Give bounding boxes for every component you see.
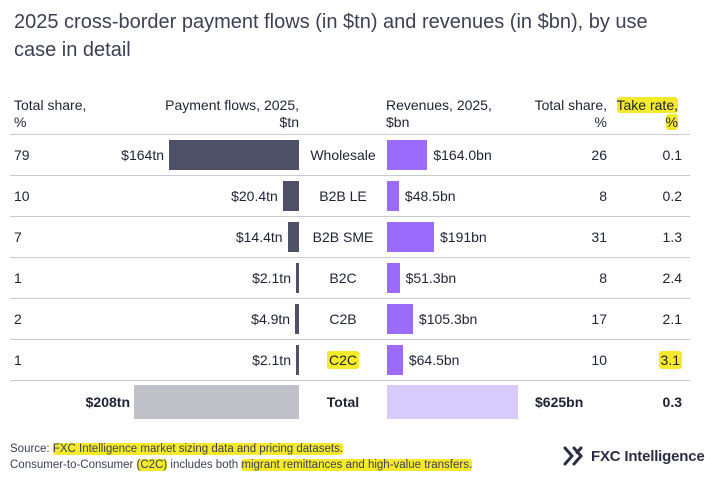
flow-share-value: 7 [14,228,22,245]
highlight-mark: 3.1 [658,350,682,369]
header-total-share-left: Total share, % [14,97,86,131]
row-divider [10,216,690,217]
revenue-bar [387,303,413,334]
row-divider [10,380,690,381]
header-total-share-right: Total share, % [520,97,607,131]
total-flow-label: $208tn [85,394,130,410]
source-text: FXC Intelligence market sizing data and … [52,443,344,455]
total-label: Total [326,394,360,410]
flow-bar [287,221,299,252]
header-payment-flows-unit: $tn [279,114,299,130]
revenue-share-value: 26 [591,146,607,163]
take-rate-value: 2.4 [662,269,682,286]
row-divider [10,339,690,340]
header-take-rate-label: Take rate, [616,97,678,113]
highlight-mark: C2C [326,350,359,369]
flow-share-value: 79 [14,146,30,163]
flow-value-label: $20.4tn [231,187,278,204]
flow-value-label: $164tn [121,146,164,163]
revenue-bar [387,180,399,211]
header-take-rate: Take rate, % [600,97,678,131]
flow-share-value: 10 [14,187,30,204]
flow-share-value: 1 [14,269,22,286]
header-revenues: Revenues, 2025, $bn [386,97,492,131]
flow-value-label: $2.1tn [252,351,291,368]
flow-bar [295,303,299,334]
revenue-share-value: 8 [599,269,607,286]
flow-value-label: $14.4tn [235,228,283,245]
header-total-share-left-unit: % [14,114,27,130]
revenue-share-value: 17 [591,310,607,327]
take-rate-value: 0.2 [662,187,682,204]
revenue-share-value: 8 [599,187,607,204]
revenue-value-label: $105.3bn [418,310,478,327]
note-highlight: migrant remittances and high-value trans… [241,459,473,471]
note-prefix: Consumer-to-Consumer [10,459,137,471]
note-c2c: (C2C) [136,459,168,471]
fxc-logo-icon [563,446,583,466]
header-payment-flows: Payment flows, 2025, $tn [120,97,299,131]
header-revenues-label: Revenues, 2025, [386,97,492,113]
row-divider [10,298,690,299]
take-rate-value: 3.1 [620,350,682,369]
header-total-share-right-unit: % [594,114,607,130]
total-flow-bar [134,385,299,419]
flow-bar [296,262,299,293]
row-divider [10,175,690,176]
category-label: B2B LE [319,187,367,204]
note-mid: includes both [167,459,242,471]
footer-note: Consumer-to-Consumer (C2C) includes both… [10,457,473,473]
category-label: B2B SME [312,228,374,245]
header-payment-flows-label: Payment flows, 2025, [165,97,299,113]
revenue-value-label: $64.5bn [408,351,460,368]
revenue-value-label: $51.3bn [405,269,457,286]
take-rate-value: 0.1 [662,146,682,163]
flow-share-value: 2 [14,310,22,327]
flow-bar [169,139,299,170]
header-take-rate-unit: % [665,114,678,130]
flow-value-label: $4.9tn [251,310,291,327]
take-rate-value: 2.1 [662,310,682,327]
take-rate-value: 1.3 [662,228,682,245]
header-revenues-unit: $bn [386,114,410,130]
logo-text: FXC Intelligence [591,447,705,465]
category-label: B2C [329,269,357,286]
category-label: C2C [302,350,384,369]
revenue-share-value: 10 [591,351,607,368]
revenue-value-label: $48.5bn [404,187,456,204]
revenue-bar [387,262,400,293]
revenue-bar [387,344,403,375]
revenue-bar [387,139,428,170]
source-prefix: Source: [10,443,53,455]
footer-source: Source: FXC Intelligence market sizing d… [10,441,344,457]
revenue-share-value: 31 [591,228,607,245]
total-revenue-bar [387,385,518,419]
flow-share-value: 1 [14,351,22,368]
flow-value-label: $2.1tn [252,269,291,286]
total-take-rate: 0.3 [662,394,682,410]
category-label: Wholesale [310,146,376,163]
flow-bar [282,180,299,211]
category-label: C2B [329,310,357,327]
fxc-logo: FXC Intelligence [563,445,705,467]
row-divider [10,257,690,258]
total-revenue-label: $625bn [535,394,584,410]
header-total-share-right-label: Total share, [534,97,607,113]
revenue-value-label: $191bn [440,228,487,245]
revenue-value-label: $164.0bn [433,146,492,163]
row-divider [10,134,690,135]
header-total-share-left-label: Total share, [14,97,87,113]
revenue-bar [387,221,434,252]
chart-title: 2025 cross-border payment flows (in $tn)… [14,11,648,61]
flow-bar [296,344,299,375]
